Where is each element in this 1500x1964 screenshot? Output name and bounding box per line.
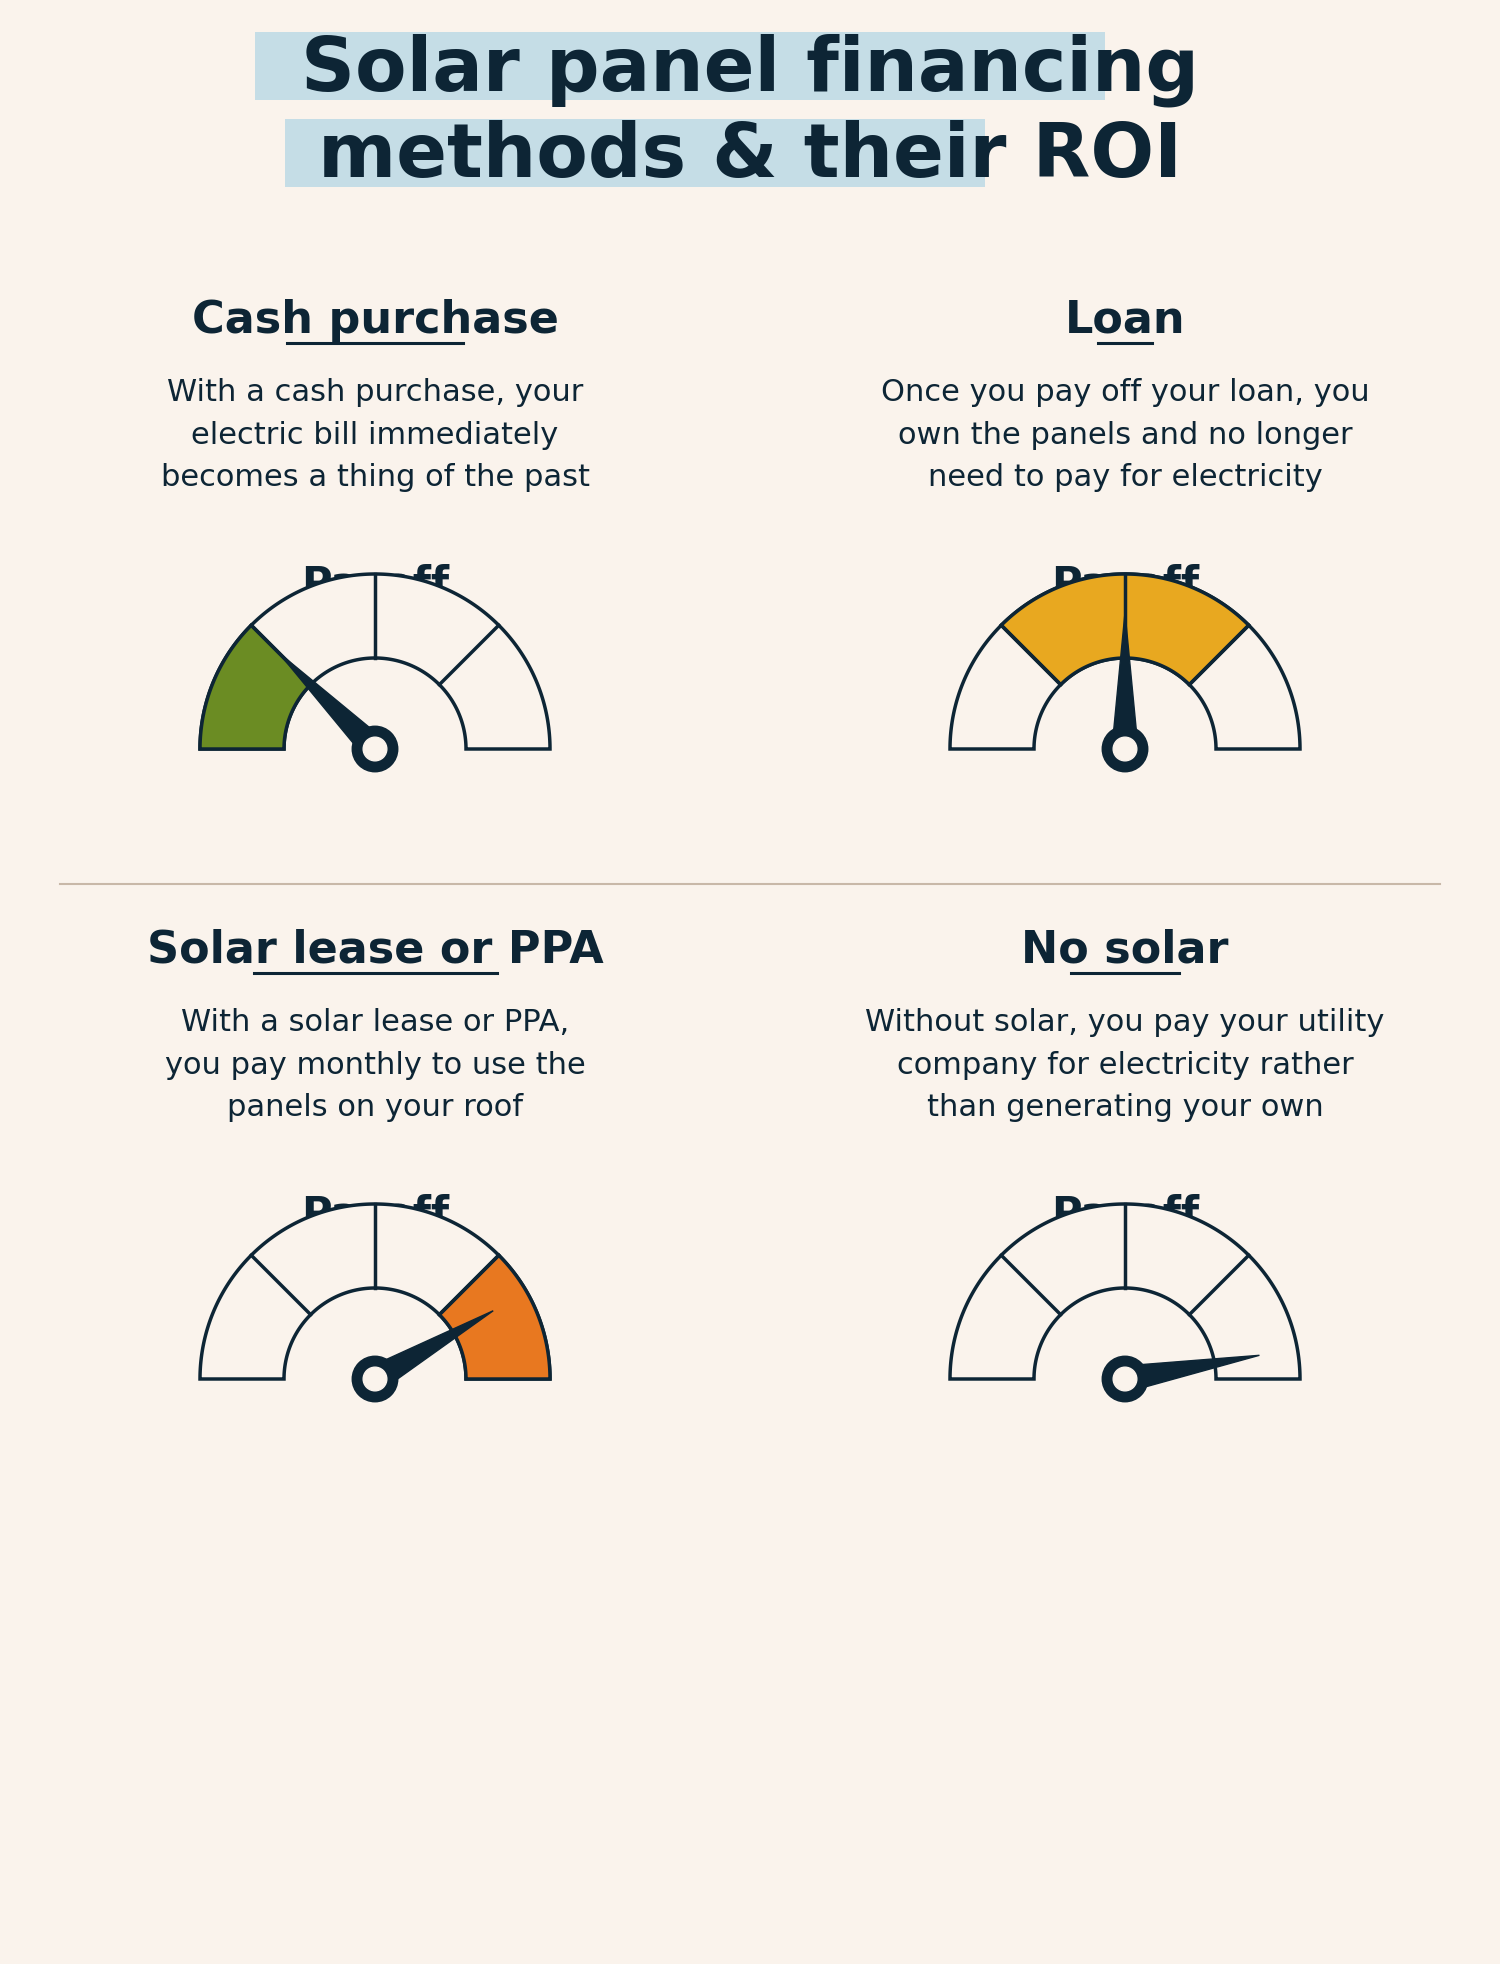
Polygon shape bbox=[1122, 1355, 1260, 1392]
Text: methods & their ROI: methods & their ROI bbox=[318, 120, 1182, 192]
Polygon shape bbox=[1002, 575, 1248, 685]
Circle shape bbox=[363, 738, 387, 762]
Polygon shape bbox=[950, 1204, 1300, 1379]
Text: Cash purchase: Cash purchase bbox=[192, 299, 558, 342]
Circle shape bbox=[1113, 738, 1137, 762]
Text: Loan: Loan bbox=[1065, 299, 1185, 342]
Polygon shape bbox=[950, 575, 1300, 750]
Text: Without solar, you pay your utility
company for electricity rather
than generati: Without solar, you pay your utility comp… bbox=[865, 1008, 1384, 1121]
Polygon shape bbox=[200, 627, 310, 750]
Text: Payoff: Payoff bbox=[1052, 564, 1199, 605]
Circle shape bbox=[1102, 727, 1148, 772]
Circle shape bbox=[352, 727, 398, 772]
Polygon shape bbox=[200, 1204, 550, 1379]
Circle shape bbox=[352, 1357, 398, 1402]
Text: Payoff: Payoff bbox=[302, 564, 448, 605]
Text: Solar lease or PPA: Solar lease or PPA bbox=[147, 929, 603, 970]
Circle shape bbox=[1113, 1367, 1137, 1391]
Text: No solar: No solar bbox=[1022, 929, 1228, 970]
Bar bbox=[285, 120, 986, 187]
Polygon shape bbox=[440, 1255, 550, 1379]
Polygon shape bbox=[369, 1312, 494, 1391]
Text: Payoff: Payoff bbox=[302, 1194, 448, 1235]
Text: Once you pay off your loan, you
own the panels and no longer
need to pay for ele: Once you pay off your loan, you own the … bbox=[880, 377, 1370, 493]
Circle shape bbox=[363, 1367, 387, 1391]
Text: Payoff: Payoff bbox=[1052, 1194, 1199, 1235]
Polygon shape bbox=[279, 654, 384, 758]
Polygon shape bbox=[1112, 613, 1138, 750]
Text: Solar panel financing: Solar panel financing bbox=[302, 33, 1198, 106]
Text: With a cash purchase, your
electric bill immediately
becomes a thing of the past: With a cash purchase, your electric bill… bbox=[160, 377, 590, 493]
Circle shape bbox=[1102, 1357, 1148, 1402]
Polygon shape bbox=[200, 575, 550, 750]
Bar bbox=[255, 33, 1106, 100]
Text: With a solar lease or PPA,
you pay monthly to use the
panels on your roof: With a solar lease or PPA, you pay month… bbox=[165, 1008, 585, 1121]
